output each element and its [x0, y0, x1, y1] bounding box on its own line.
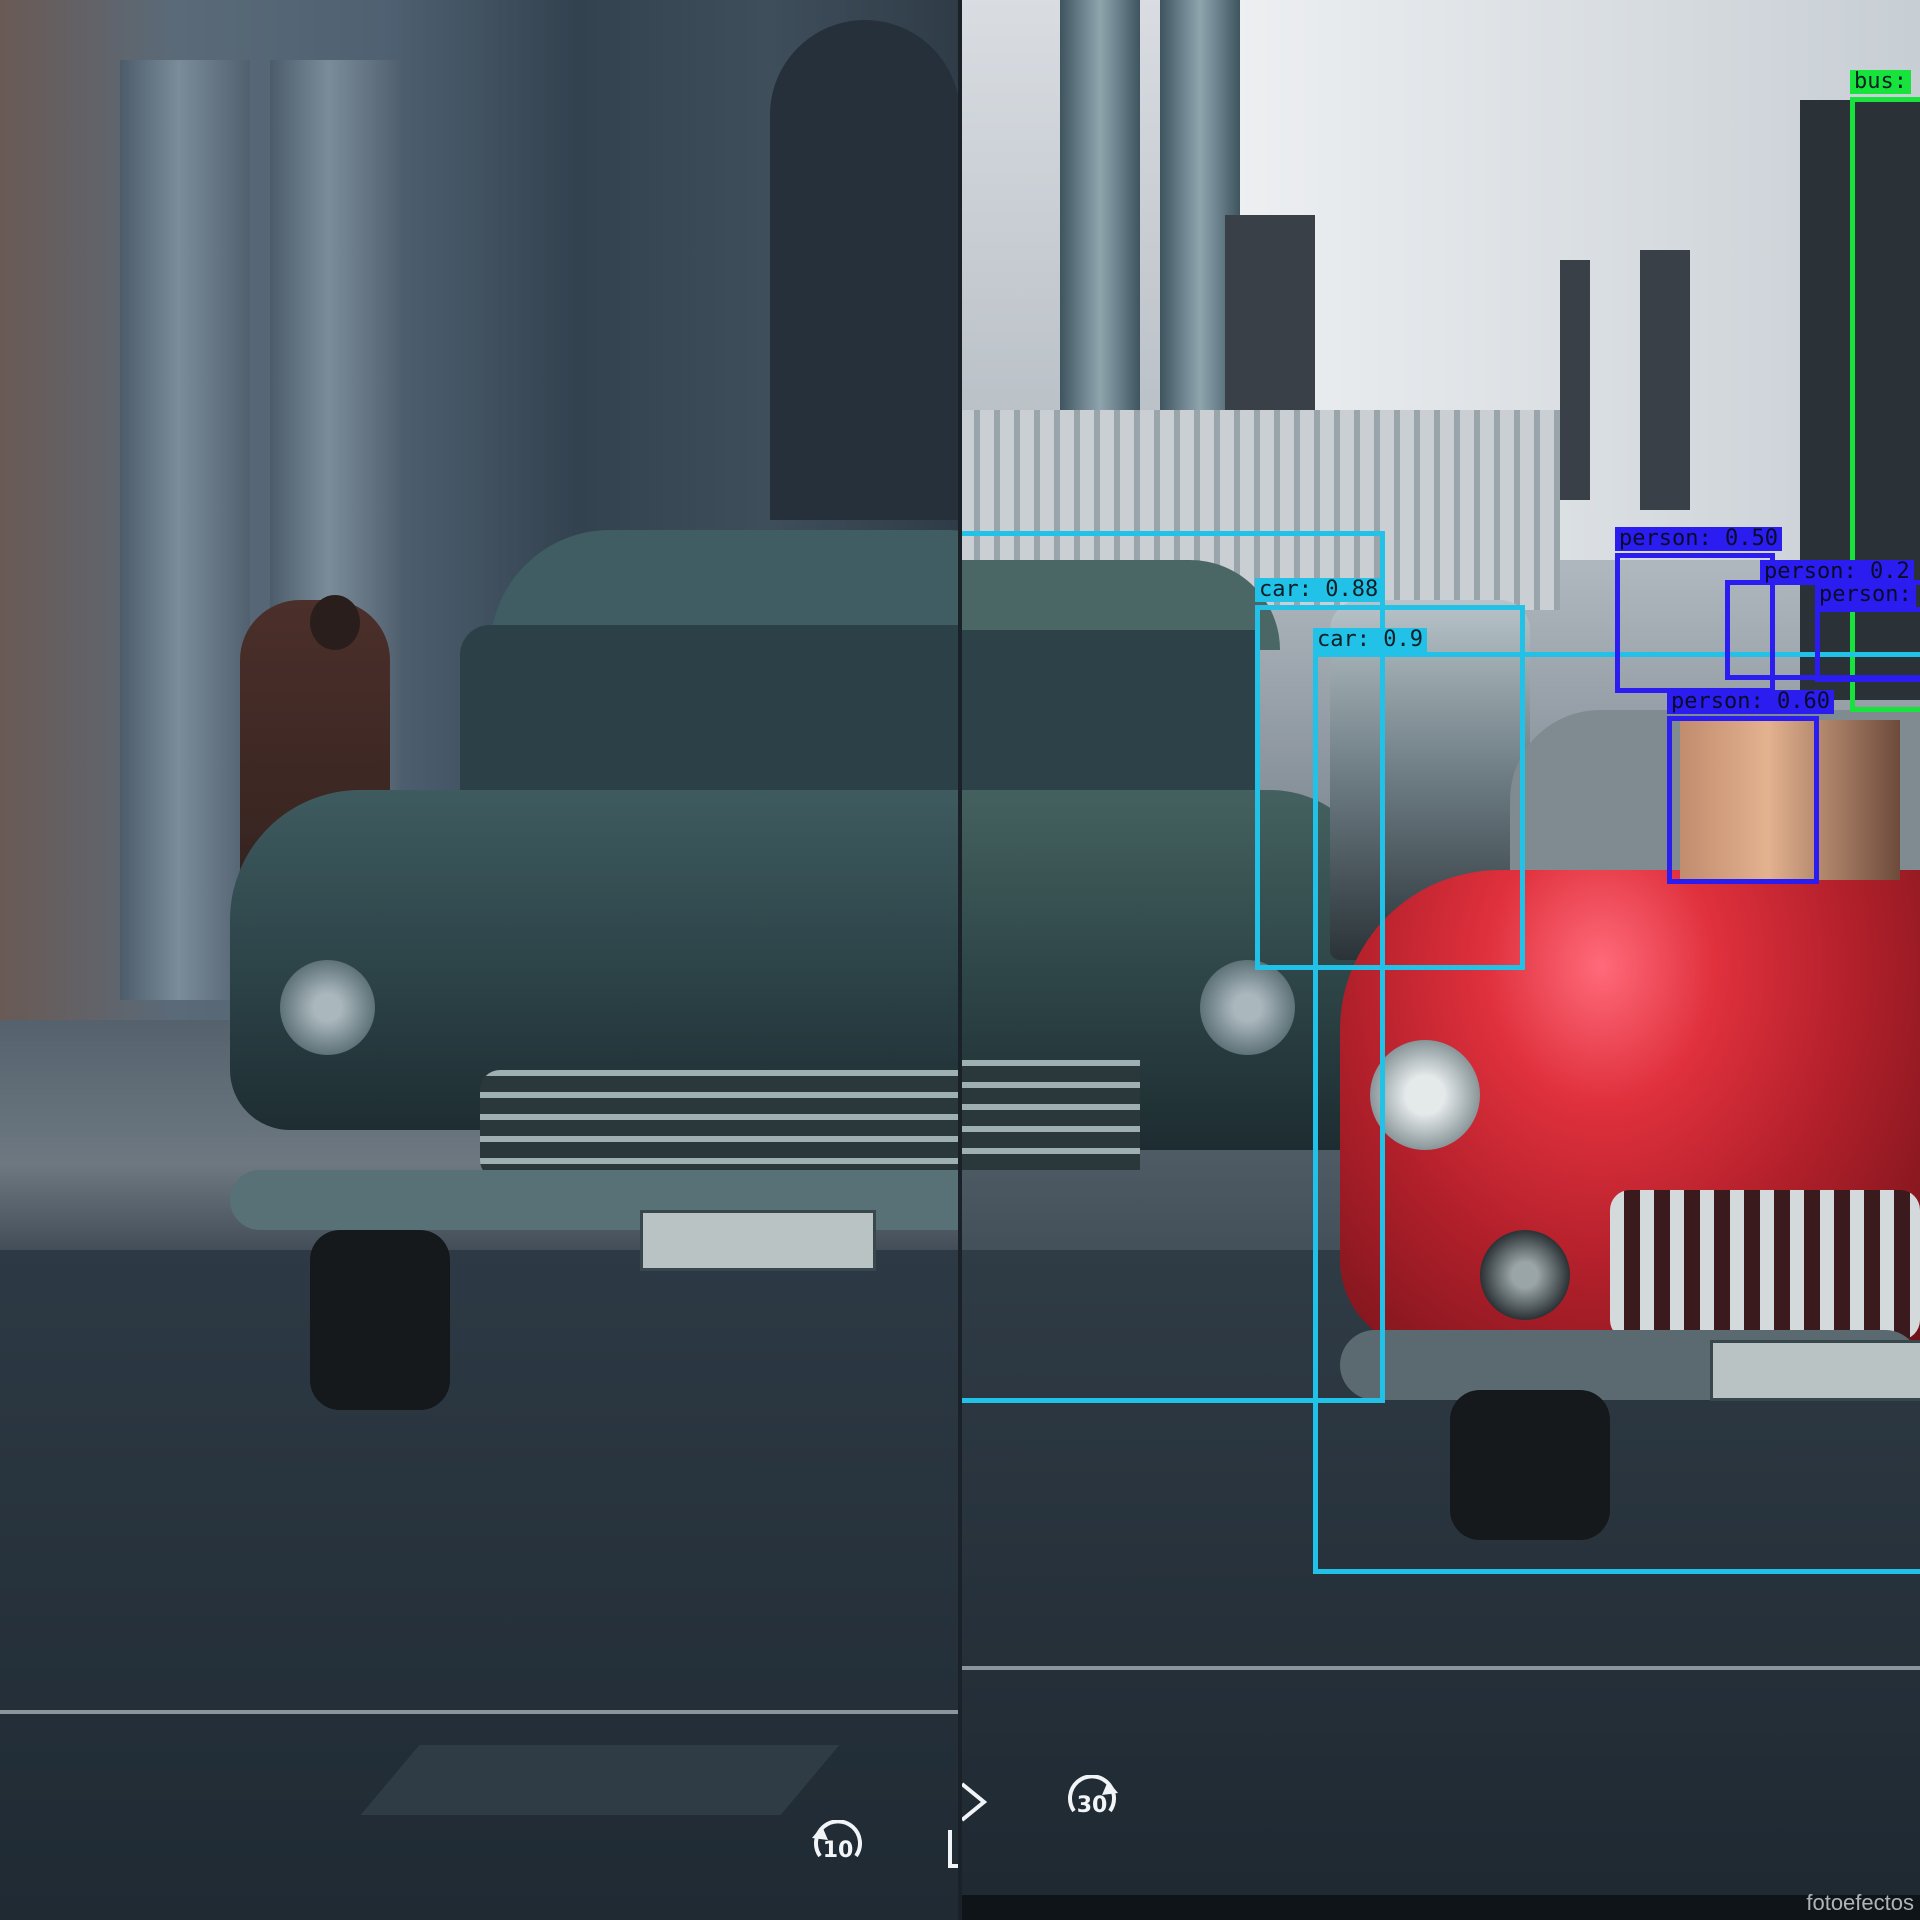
car-grille: [960, 1060, 1140, 1170]
pause-icon: [948, 1830, 960, 1868]
bus-detection-label: bus:: [1850, 70, 1911, 94]
person-detection-box: [1815, 607, 1920, 682]
person-detection-label: person: 0.60: [1667, 690, 1834, 714]
forward-30-button[interactable]: 30: [1060, 1775, 1124, 1818]
rewind-seconds: 10: [822, 1838, 854, 1863]
building-archway: [770, 20, 960, 520]
car-headlight: [280, 960, 375, 1055]
forward-icon: [1068, 1775, 1118, 1813]
person-detection-label: person:: [1815, 583, 1916, 607]
detection-photo-pane: bus: car: 0.88 car: 0.9 person: 0.50 per…: [960, 0, 1920, 1920]
building-column: [120, 60, 250, 1000]
person-detection-label: person: 0.2: [1760, 560, 1914, 584]
bottom-bar: [960, 1895, 1920, 1920]
license-plate: [1710, 1340, 1920, 1401]
building-column: [1060, 0, 1140, 420]
car-fog-light: [1480, 1230, 1570, 1320]
license-plate: [640, 1210, 876, 1271]
building-doorway: [1225, 215, 1315, 415]
green-vintage-car: [230, 530, 960, 1410]
building-window: [1560, 260, 1590, 500]
lane-line: [0, 1710, 960, 1714]
play-icon: [960, 1782, 988, 1822]
car-grille: [480, 1070, 960, 1180]
car-windshield: [960, 630, 1260, 800]
car-wheel: [1450, 1390, 1610, 1540]
green-vintage-car: [960, 560, 1380, 1300]
original-photo-pane: 10: [0, 0, 960, 1920]
forward-seconds: 30: [1076, 1793, 1108, 1818]
play-button-left-half[interactable]: [944, 1826, 960, 1870]
person-detection-label: person: 0.50: [1615, 527, 1782, 551]
rewind-icon: [812, 1820, 862, 1858]
car-grille: [1610, 1190, 1920, 1340]
rewind-10-button[interactable]: 10: [806, 1820, 870, 1863]
bus-detection-box: [1850, 97, 1920, 712]
car-wheel: [310, 1230, 450, 1410]
building-window: [1640, 250, 1690, 510]
pedestrian-head: [310, 595, 360, 650]
lane-line: [960, 1666, 1920, 1670]
road-marking: [360, 1745, 840, 1815]
split-divider: [958, 0, 962, 1920]
play-button-right-half[interactable]: [960, 1780, 988, 1824]
person-detection-box: [1667, 716, 1819, 884]
car-detection-box: [1313, 652, 1920, 1574]
car-headlight: [1370, 1040, 1480, 1150]
car-headlight: [1200, 960, 1295, 1055]
car-detection-label: car: 0.88: [1255, 578, 1383, 602]
car-detection-box: [1255, 605, 1525, 970]
watermark: fotoefectos: [1806, 1890, 1914, 1915]
car-detection-label: car: 0.9: [1313, 628, 1427, 652]
car-passengers: [1680, 720, 1900, 880]
